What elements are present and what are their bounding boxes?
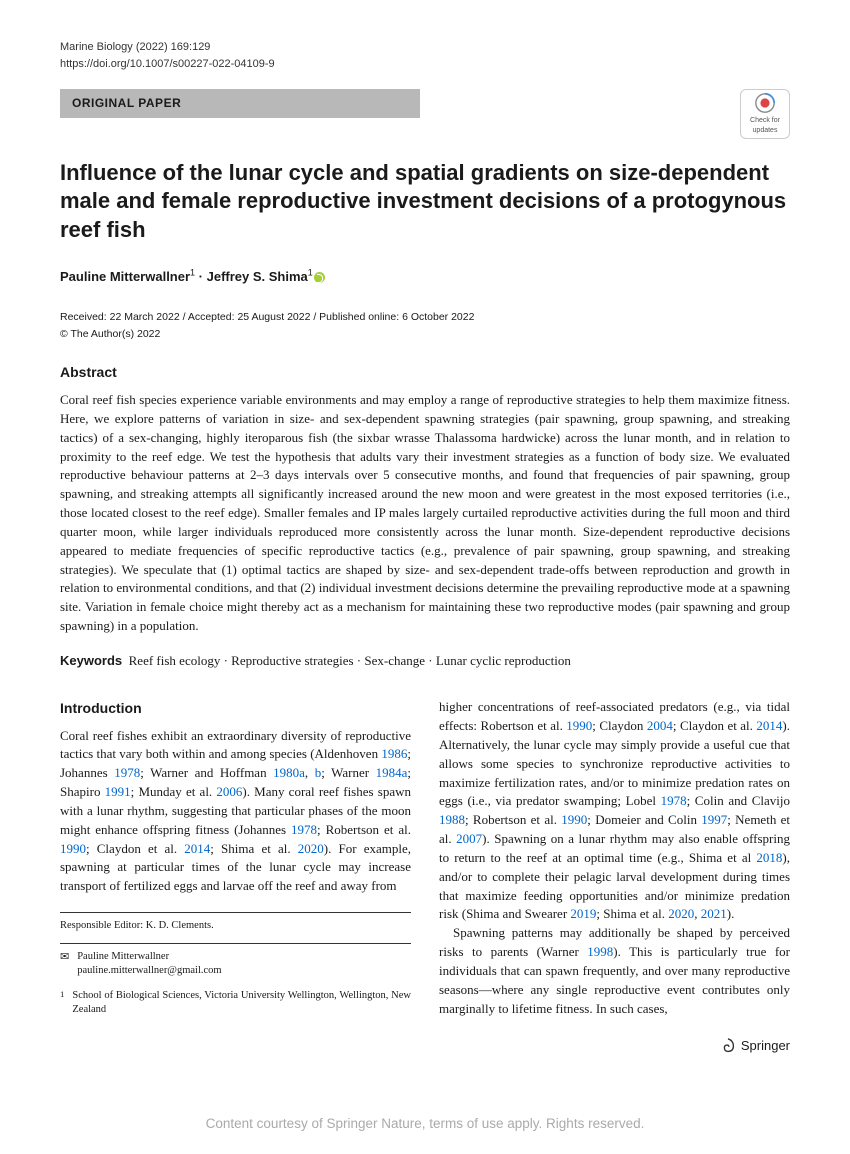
intro-para-3: Spawning patterns may additionally be sh…: [439, 924, 790, 1018]
copyright-line: © The Author(s) 2022: [60, 327, 790, 342]
intro-para-2: higher concentrations of reef-associated…: [439, 698, 790, 924]
springer-icon: [719, 1037, 737, 1055]
keywords-values: Reef fish ecology · Reproductive strateg…: [129, 653, 571, 668]
corresponding-author-email[interactable]: pauline.mitterwallner@gmail.com: [77, 964, 221, 978]
affiliation-text: School of Biological Sciences, Victoria …: [72, 989, 411, 1017]
orcid-icon[interactable]: [314, 272, 325, 283]
updates-icon: [754, 92, 776, 114]
left-column: Introduction Coral reef fishes exhibit a…: [60, 698, 411, 1055]
paper-type-banner: ORIGINAL PAPER: [60, 89, 420, 118]
keywords-line: Keywords Reef fish ecology · Reproductiv…: [60, 652, 790, 670]
abstract-heading: Abstract: [60, 363, 790, 383]
authors-list: Pauline Mitterwallner1 · Jeffrey S. Shim…: [60, 267, 790, 287]
intro-heading: Introduction: [60, 698, 411, 718]
envelope-icon: ✉: [60, 950, 69, 965]
keywords-label: Keywords: [60, 653, 122, 668]
journal-citation: Marine Biology (2022) 169:129: [60, 40, 790, 55]
publisher-logo: Springer: [439, 1037, 790, 1056]
abstract-text: Coral reef fish species experience varia…: [60, 391, 790, 636]
corresponding-author-name: Pauline Mitterwallner: [77, 950, 221, 964]
responsible-editor: Responsible Editor: K. D. Clements.: [60, 919, 411, 933]
article-title: Influence of the lunar cycle and spatial…: [60, 159, 790, 245]
watermark-text: Content courtesy of Springer Nature, ter…: [0, 1115, 850, 1154]
doi-link[interactable]: https://doi.org/10.1007/s00227-022-04109…: [60, 57, 790, 72]
right-column: higher concentrations of reef-associated…: [439, 698, 790, 1055]
intro-para-1: Coral reef fishes exhibit an extraordina…: [60, 727, 411, 897]
article-dates: Received: 22 March 2022 / Accepted: 25 A…: [60, 310, 790, 325]
affiliation-number: 1: [60, 989, 64, 1017]
check-updates-badge[interactable]: Check for updates: [740, 89, 790, 139]
